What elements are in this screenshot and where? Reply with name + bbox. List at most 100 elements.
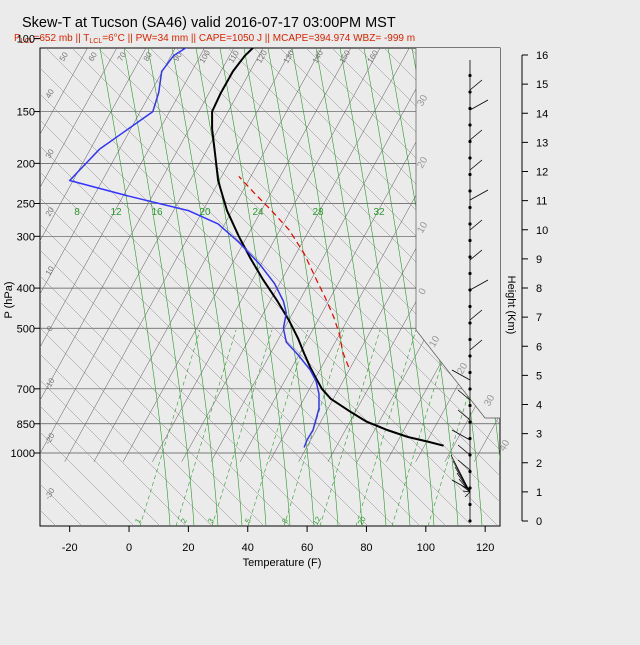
dry-adiabat-label-left: 0 [45, 324, 55, 333]
wind-barb [469, 339, 483, 351]
theta-label-upper: 20 [415, 155, 430, 171]
chart-subtitle: PLCL=652 mb || TLCL=6°C || PW=34 mm || C… [14, 33, 415, 45]
wind-barb-cluster [456, 472, 471, 493]
x-tick-label: 120 [476, 542, 494, 554]
wind-barb [469, 79, 483, 91]
wind-staff-dot [468, 123, 472, 127]
dry-adiabat-line [40, 353, 213, 526]
temperature-profile [211, 48, 444, 447]
wind-staff-dot [468, 420, 472, 424]
mixing-ratio-label: 16 [151, 207, 163, 218]
moist-adiabat-line [123, 48, 195, 526]
moist-adiabat-line [267, 48, 339, 526]
moist-adiabat-line [339, 48, 411, 526]
mixing-ratio-line [211, 329, 273, 526]
wind-staff-dot [468, 271, 472, 276]
y-tick-label: 300 [17, 231, 35, 243]
dry-adiabat-label-top: 100 [198, 48, 213, 65]
mixing-ratio-label: 20 [199, 207, 211, 218]
wind-staff-dot [468, 90, 472, 94]
subtitle-cape: 1050 J [232, 33, 262, 44]
height-tick-label: 10 [536, 225, 548, 237]
dry-adiabat-line [40, 379, 187, 526]
y-tick-label: 1000 [11, 448, 35, 460]
wind-barb [451, 369, 471, 381]
dry-adiabat-line [97, 48, 500, 451]
mixing-ratio-line [139, 329, 201, 526]
dry-adiabat-line [40, 145, 421, 526]
mixing-ratio-label: 24 [252, 207, 264, 218]
isotherm-line [40, 48, 88, 135]
moist-adiabat-line [99, 48, 171, 526]
height-tick-label: 11 [536, 196, 547, 208]
wind-staff-dot [468, 255, 472, 259]
height-tick-label: 2 [536, 458, 542, 470]
wind-barb [457, 409, 471, 421]
moist-adiabat-line [315, 48, 387, 526]
wind-staff-dot [468, 370, 472, 375]
dry-adiabat-label-top: 140 [311, 48, 326, 65]
mixing-ratio-label: 12 [110, 207, 122, 218]
height-tick-label: 8 [536, 283, 542, 295]
height-tick-label: 9 [536, 254, 542, 266]
x-tick-label: 40 [242, 542, 254, 554]
mixing-ratio-label-lower: 20 [356, 515, 368, 527]
wind-staff-dot [468, 189, 472, 193]
dry-adiabat-label-top: 150 [338, 48, 353, 65]
dry-adiabat-line [40, 67, 499, 526]
subtitle-mcape: 394.974 [314, 33, 351, 44]
theta-label-upper: 30 [415, 93, 430, 109]
dry-adiabat-line [383, 48, 500, 165]
isotherm-line [40, 48, 118, 189]
x-tick-label: 60 [301, 542, 313, 554]
moist-adiabat-line [219, 48, 291, 526]
isotherm-line [210, 48, 439, 462]
dry-adiabat-line [357, 48, 500, 191]
wind-staff-dot [468, 387, 472, 391]
isotherm-line [93, 48, 322, 462]
x-tick-label: -20 [62, 542, 78, 554]
x-axis-label: Temperature (F) [243, 557, 322, 569]
dry-adiabat-line [201, 48, 500, 347]
dry-adiabat-line [331, 48, 500, 217]
y-tick-label: 100 [17, 34, 35, 46]
dry-adiabat-line [149, 48, 500, 399]
wind-staff-dot [468, 519, 472, 523]
wind-barb-cluster [460, 484, 471, 493]
wind-staff-dot [468, 172, 472, 177]
wind-staff-dot [468, 139, 472, 144]
wind-staff-dot [468, 403, 472, 408]
wind-barb [457, 389, 471, 401]
theta-label-lower: 30 [482, 393, 497, 409]
dry-adiabat-line [40, 93, 473, 526]
dry-adiabat-line [40, 249, 317, 526]
wind-barb [469, 279, 489, 291]
height-tick-label: 14 [536, 108, 548, 120]
height-tick-label: 0 [536, 516, 542, 528]
wind-staff-dot [468, 304, 472, 309]
dry-adiabat-line [40, 223, 343, 526]
dry-adiabat-label-left: 20 [44, 205, 57, 218]
moist-adiabat-line [291, 48, 363, 526]
mixing-ratio-line [355, 329, 417, 526]
x-tick-label: 80 [360, 542, 372, 554]
wind-barb [469, 189, 489, 201]
isotherm-line [40, 48, 264, 454]
mixing-ratio-line [175, 329, 237, 526]
wind-staff-dot [468, 337, 472, 342]
dewpoint-profile [68, 48, 320, 448]
mask-edge [415, 48, 500, 419]
dry-adiabat-line [40, 431, 135, 526]
x-tick-label: 0 [126, 542, 132, 554]
mixing-ratio-label-lower: 3 [206, 517, 216, 525]
dry-adiabat-line [40, 301, 265, 526]
mixing-ratio-line [247, 329, 309, 526]
isotherm-line [40, 48, 176, 295]
dry-adiabat-label-left: 10 [44, 264, 57, 277]
dry-adiabat-line [40, 197, 369, 526]
wind-barb-cluster [458, 478, 471, 493]
